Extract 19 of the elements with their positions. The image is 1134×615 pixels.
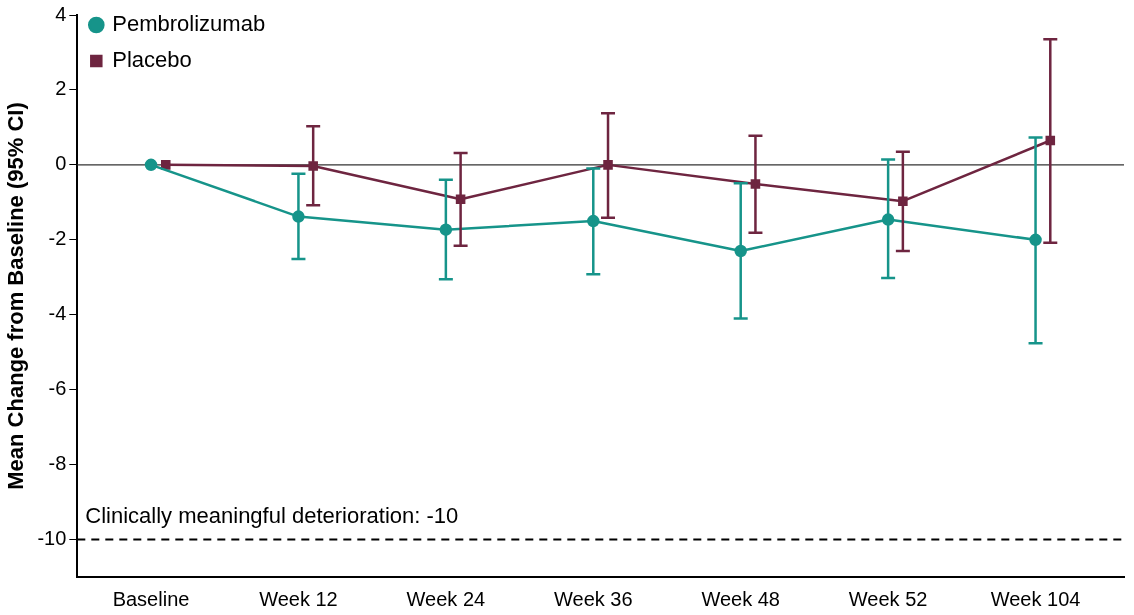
legend-label: Pembrolizumab [112,11,266,37]
y-tick-label: 2 [55,77,67,100]
x-tick-label: Week 36 [553,587,633,610]
y-tick-label: -10 [37,527,67,550]
y-tick-label: -6 [48,377,67,400]
legend-label: Placebo [112,47,192,73]
x-tick-label: Week 24 [406,587,486,610]
y-tick-label: -4 [48,302,67,325]
y-tick-label: 4 [55,2,67,25]
y-tick-label: 0 [55,152,67,175]
x-tick-label: Week 52 [848,587,928,610]
x-tick-label: Week 104 [990,587,1081,610]
x-tick-label: Baseline [112,587,190,610]
x-tick-label: Week 48 [701,587,780,610]
x-tick-label: Week 12 [259,587,338,610]
y-axis-title: Mean Change from Baseline (95% CI) [3,102,29,490]
y-tick-label: -8 [48,452,67,475]
ref-line-label: Clinically meaningful deterioration: -10 [85,502,459,528]
y-tick-label: -2 [48,227,67,250]
